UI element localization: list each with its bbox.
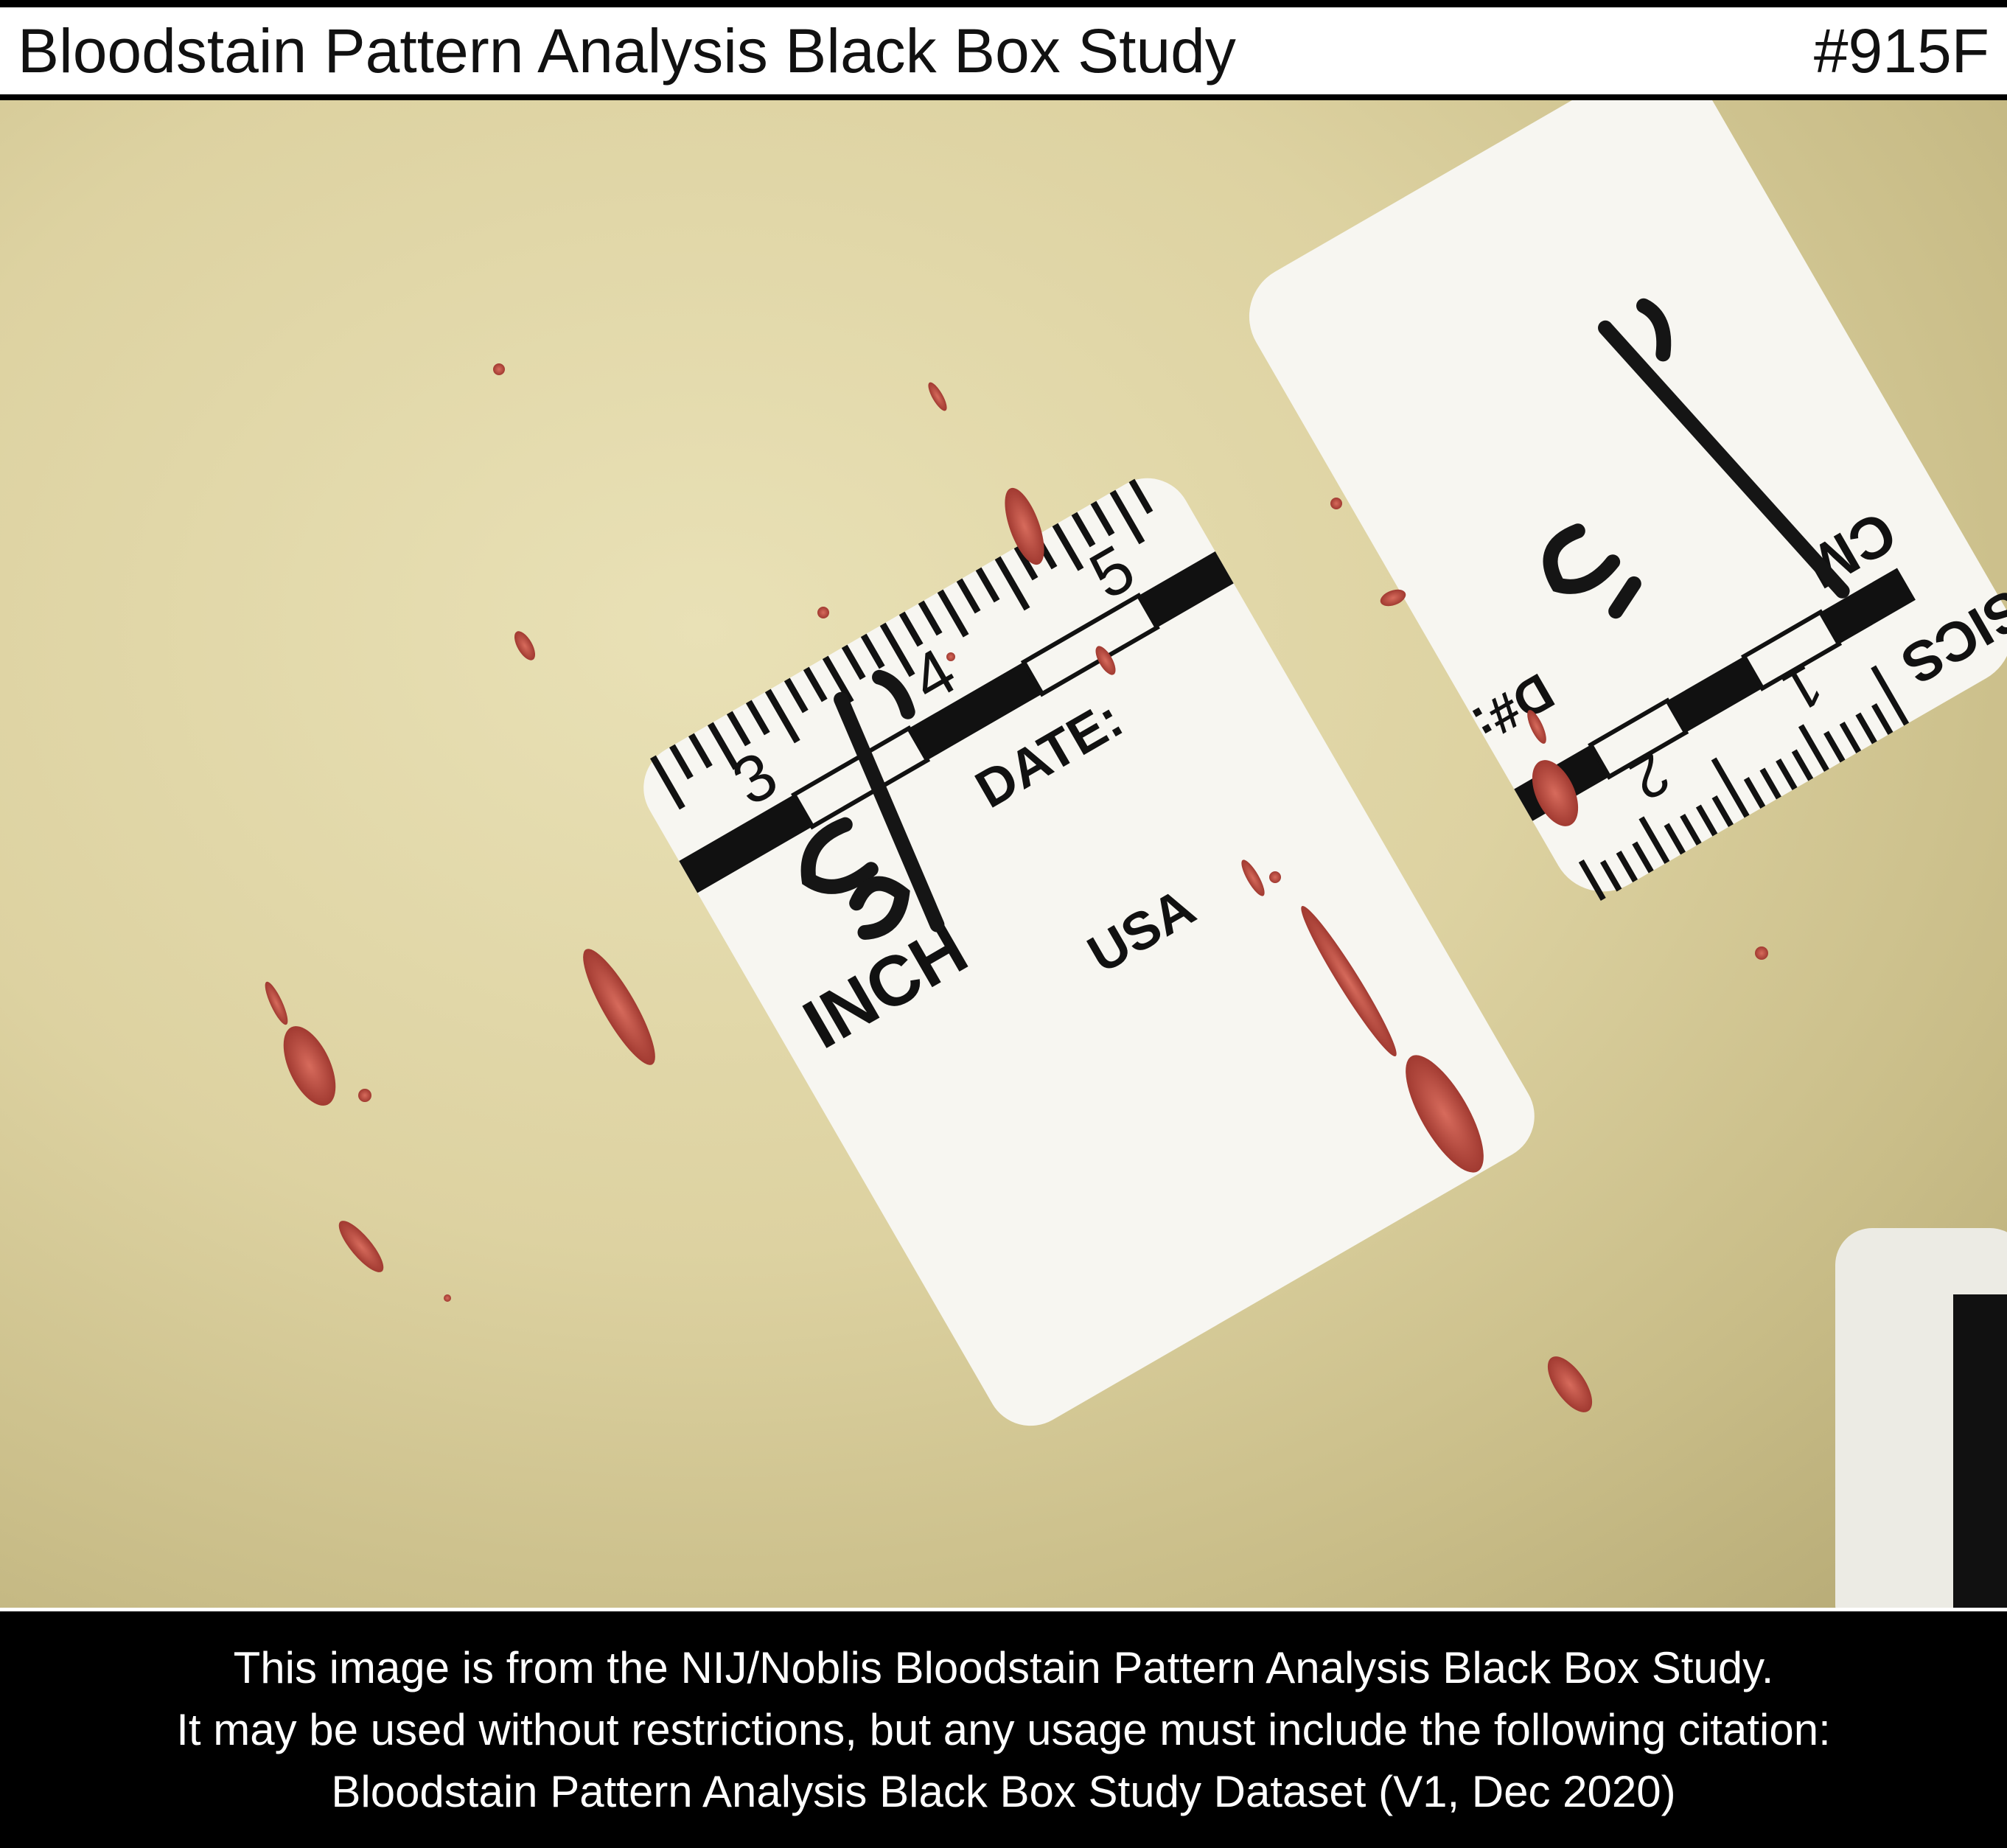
stain-droplet xyxy=(444,1294,451,1302)
stain-spatter xyxy=(1406,1055,1484,1173)
top-rule xyxy=(0,0,2007,7)
footer-line-3: Bloodstain Pattern Analysis Black Box St… xyxy=(331,1766,1676,1816)
footer-line-2: It may be used without restrictions, but… xyxy=(176,1704,1831,1754)
handwritten-mark-f3 xyxy=(800,669,945,940)
stain-droplet xyxy=(817,607,829,618)
footer-top-rule xyxy=(0,1608,2007,1611)
stain-spatter xyxy=(1301,905,1397,1057)
stain-spatter xyxy=(1532,760,1579,826)
stain-spatter xyxy=(1527,710,1546,744)
stain-droplet xyxy=(493,363,505,375)
stain-spatter xyxy=(265,981,288,1025)
citation-footer: This image is from the NIJ/Noblis Bloods… xyxy=(0,1611,2007,1848)
stain-spatter xyxy=(928,382,947,411)
photo-scene: 3 4 5 INCH DATE: USA xyxy=(265,100,2007,1608)
cm-scale-card: 2 1 CM D#: SICS xyxy=(1249,100,2007,901)
stain-spatter xyxy=(338,1221,384,1272)
header-bar: Bloodstain Pattern Analysis Black Box St… xyxy=(0,7,2007,94)
cm-scale-ticks xyxy=(1578,665,1910,901)
stain-spatter xyxy=(1547,1356,1593,1412)
bloodstains xyxy=(265,363,1768,1412)
bloodstain-photo: 3 4 5 INCH DATE: USA xyxy=(0,100,2007,1608)
stain-droplet xyxy=(1330,498,1342,509)
footer-line-1: This image is from the NIJ/Noblis Bloods… xyxy=(233,1642,1774,1692)
handwritten-mark-f1 xyxy=(1543,298,1850,619)
inch-scale-band xyxy=(679,551,1234,893)
stain-spatter xyxy=(514,631,535,660)
stain-droplet xyxy=(1269,871,1281,883)
stain-spatter xyxy=(1095,646,1116,675)
inch-scale-card: 3 4 5 INCH DATE: USA xyxy=(643,478,1535,1426)
header-rule xyxy=(0,94,2007,100)
stain-spatter xyxy=(283,1026,336,1106)
stain-spatter xyxy=(1005,487,1044,565)
stain-droplet xyxy=(946,652,955,661)
plate-id: #915F xyxy=(1813,15,1989,86)
stain-droplet xyxy=(358,1089,371,1102)
partial-scale-card xyxy=(1835,1228,2007,1608)
stain-spatter xyxy=(1241,860,1265,896)
stain-spatter xyxy=(1380,589,1406,607)
inch-scale-ticks xyxy=(650,478,1153,810)
stain-droplet xyxy=(1755,946,1768,960)
study-title: Bloodstain Pattern Analysis Black Box St… xyxy=(18,15,1236,86)
stain-spatter xyxy=(583,949,655,1065)
